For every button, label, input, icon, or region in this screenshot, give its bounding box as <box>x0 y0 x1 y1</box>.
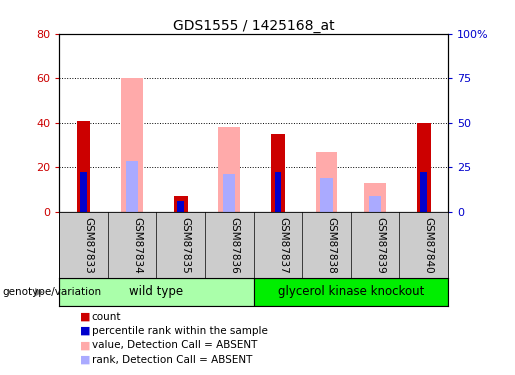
Text: rank, Detection Call = ABSENT: rank, Detection Call = ABSENT <box>92 355 252 364</box>
Bar <box>417 123 431 212</box>
Bar <box>121 78 143 212</box>
Text: percentile rank within the sample: percentile rank within the sample <box>92 326 268 336</box>
Text: GSM87833: GSM87833 <box>83 217 94 274</box>
Bar <box>369 196 381 212</box>
Text: GSM87835: GSM87835 <box>181 217 191 274</box>
Bar <box>253 278 448 306</box>
Bar <box>218 127 241 212</box>
Text: ■: ■ <box>80 312 90 322</box>
Text: wild type: wild type <box>129 285 183 298</box>
Text: ■: ■ <box>80 326 90 336</box>
Bar <box>271 134 285 212</box>
Text: glycerol kinase knockout: glycerol kinase knockout <box>278 285 424 298</box>
Text: ■: ■ <box>80 355 90 364</box>
Bar <box>174 196 187 212</box>
Bar <box>77 121 90 212</box>
Bar <box>320 178 333 212</box>
Bar <box>224 174 235 212</box>
Text: ■: ■ <box>80 340 90 350</box>
Bar <box>177 201 184 212</box>
Text: value, Detection Call = ABSENT: value, Detection Call = ABSENT <box>92 340 257 350</box>
Text: GSM87834: GSM87834 <box>132 217 142 274</box>
Bar <box>316 152 337 212</box>
Text: GSM87837: GSM87837 <box>278 217 288 274</box>
Text: GSM87839: GSM87839 <box>375 217 385 274</box>
Text: GSM87836: GSM87836 <box>229 217 239 274</box>
Text: GSM87838: GSM87838 <box>327 217 336 274</box>
Bar <box>364 183 386 212</box>
Bar <box>126 160 138 212</box>
Bar <box>80 172 87 212</box>
Bar <box>59 278 253 306</box>
Text: genotype/variation: genotype/variation <box>3 286 101 297</box>
Bar <box>274 172 281 212</box>
Text: ▶: ▶ <box>35 286 44 297</box>
Text: count: count <box>92 312 121 322</box>
Text: GSM87840: GSM87840 <box>424 217 434 274</box>
Bar <box>420 172 427 212</box>
Title: GDS1555 / 1425168_at: GDS1555 / 1425168_at <box>173 19 334 33</box>
